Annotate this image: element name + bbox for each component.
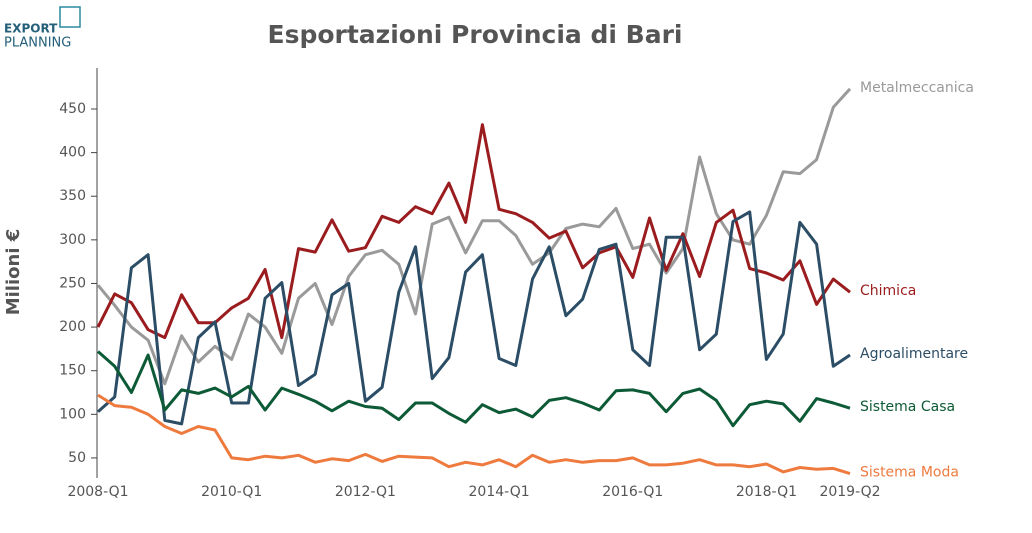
legend-label: Sistema Casa — [860, 399, 955, 415]
y-tick-label: 200 — [59, 319, 86, 335]
y-tick-label: 450 — [59, 101, 86, 117]
series-line — [97, 350, 851, 428]
y-tick-label: 250 — [59, 275, 86, 291]
legend-label: Metalmeccanica — [860, 80, 974, 96]
y-tick-label: 150 — [59, 363, 86, 379]
logo-text: EXPORT — [4, 22, 58, 36]
logo: EXPORT PLANNING — [4, 6, 81, 51]
x-tick-label: 2014-Q1 — [469, 484, 530, 500]
chart-title: Esportazioni Provincia di Bari — [268, 20, 683, 49]
logo-box — [59, 6, 81, 28]
legend-label: Agroalimentare — [860, 346, 968, 362]
x-tick-label: 2012-Q1 — [335, 484, 396, 500]
series-line — [96, 123, 851, 340]
x-tick-label: 2018-Q1 — [736, 484, 797, 500]
legend-label: Sistema Moda — [860, 465, 959, 481]
y-tick-label: 50 — [68, 450, 86, 466]
y-tick-label: 350 — [59, 188, 86, 204]
series-line — [96, 87, 852, 386]
x-tick-label: 2016-Q1 — [602, 484, 663, 500]
y-tick-label: 100 — [59, 406, 86, 422]
series-line — [97, 210, 851, 426]
y-tick-label: 400 — [59, 145, 86, 161]
y-axis-label: Milioni € — [3, 229, 24, 316]
legend-label: Chimica — [860, 283, 916, 299]
series-line — [97, 393, 851, 476]
x-tick-label: 2019-Q2 — [819, 484, 880, 500]
y-tick-label: 300 — [59, 232, 86, 248]
logo-text: PLANNING — [4, 36, 71, 51]
x-tick-label: 2008-Q1 — [67, 484, 128, 500]
x-tick-label: 2010-Q1 — [201, 484, 262, 500]
